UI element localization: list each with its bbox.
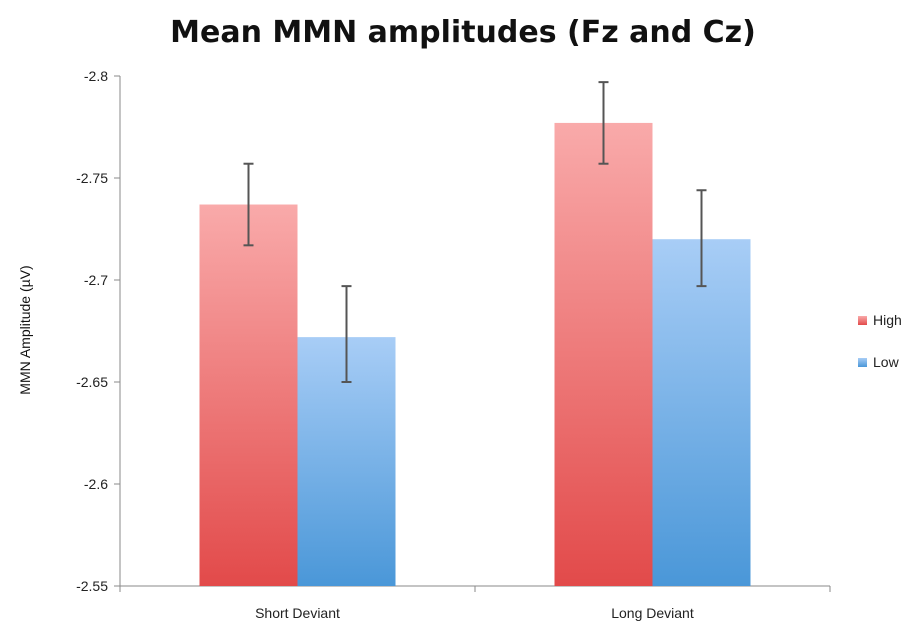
y-axis: -2.8 -2.75 -2.7 -2.65 -2.6 -2.55 [76,68,121,594]
category-label: Short Deviant [255,605,340,621]
y-tick-label: -2.75 [76,170,108,186]
error-bar-low-1 [341,285,352,383]
bar-low-2 [652,239,751,586]
bar-high-2 [554,122,653,587]
y-tick-label: -2.7 [84,272,108,288]
legend-swatch [858,358,867,367]
legend-item-high: High [858,312,902,328]
error-bar-high-2 [598,81,609,165]
bar-high-1 [199,204,298,586]
error-bars [243,81,707,383]
y-tick-label: -2.6 [84,476,108,492]
y-axis-label: MMN Amplitude (µV) [17,265,33,394]
legend-label: Low [873,354,900,370]
legend: High Low [858,312,902,370]
y-tick-label: -2.8 [84,68,108,84]
bars [199,122,751,587]
error-bar-low-2 [696,189,707,288]
chart-title: Mean MMN amplitudes (Fz and Cz) [170,15,756,50]
x-axis: Short Deviant Long Deviant [119,585,831,621]
y-tick-label: -2.65 [76,374,108,390]
y-tick-label: -2.55 [76,578,108,594]
legend-item-low: Low [858,354,900,370]
category-label: Long Deviant [611,605,694,621]
error-bar-high-1 [243,162,254,247]
legend-label: High [873,312,902,328]
legend-swatch [858,316,867,325]
